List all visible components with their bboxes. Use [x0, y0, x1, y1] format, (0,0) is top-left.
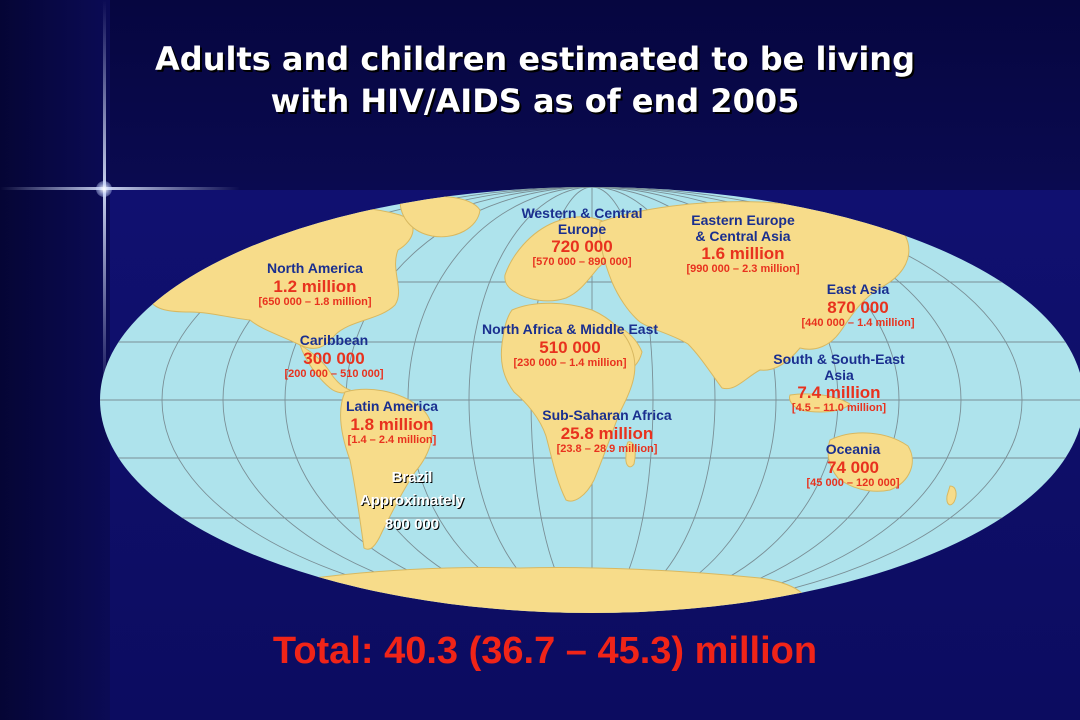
light-flare-horizontal — [0, 187, 240, 190]
region-name-line-2: & Central Asia — [695, 227, 791, 244]
label-north-africa-middle-east: North Africa & Middle East 510 000 [230 … — [450, 321, 690, 369]
central-america-landmass — [299, 343, 351, 394]
region-name: East Asia — [826, 281, 890, 297]
region-range: [230 000 – 1.4 million] — [513, 356, 627, 369]
region-name: Oceania — [825, 441, 881, 457]
label-eastern-europe-central-asia: Eastern Europe & Central Asia 1.6 millio… — [653, 212, 833, 276]
region-value: 7.4 million — [797, 383, 881, 403]
region-value: 74 000 — [827, 457, 879, 477]
region-range: [650 000 – 1.8 million] — [258, 295, 372, 308]
antarctica-landmass — [295, 566, 809, 613]
region-name-line-1: Western & Central — [521, 205, 643, 221]
region-value: 1.8 million — [350, 414, 434, 434]
label-caribbean: Caribbean 300 000 [200 000 – 510 000] — [244, 332, 424, 380]
region-value: 870 000 — [827, 297, 889, 317]
light-flare-vertical — [103, 0, 106, 400]
total-estimate: Total: 40.3 (36.7 – 45.3) million — [272, 630, 818, 672]
label-western-central-europe: Western & Central Europe 720 000 [570 00… — [492, 205, 672, 269]
region-range: [4.5 – 11.0 million] — [791, 402, 887, 415]
region-range: [440 000 – 1.4 million] — [801, 316, 915, 329]
region-range: [570 000 – 890 000] — [532, 256, 632, 269]
brazil-name: Brazil — [391, 469, 433, 486]
slide-title: Adults and children estimated to be livi… — [100, 38, 970, 122]
title-line-2: with HIV/AIDS as of end 2005 — [270, 82, 800, 120]
label-brazil: Brazil Approximately 800 000 — [322, 466, 502, 536]
region-range: [1.4 – 2.4 million] — [347, 433, 437, 446]
label-south-southeast-asia: South & South-East Asia 7.4 million [4.5… — [729, 351, 949, 415]
region-range: [200 000 – 510 000] — [284, 367, 384, 380]
label-sub-saharan-africa: Sub-Saharan Africa 25.8 million [23.8 – … — [517, 407, 697, 455]
region-range: [23.8 – 28.9 million] — [556, 442, 658, 455]
region-name-line-2: Europe — [557, 220, 607, 237]
region-range: [45 000 – 120 000] — [806, 476, 900, 489]
region-name-line-1: Eastern Europe — [691, 212, 795, 228]
africa-landmass — [500, 302, 636, 502]
region-value: 300 000 — [303, 348, 365, 368]
region-value: 720 000 — [551, 237, 613, 257]
region-value: 1.2 million — [273, 276, 357, 296]
new-zealand-landmass — [946, 485, 957, 506]
region-name: North Africa & Middle East — [481, 321, 659, 337]
background-left-strip — [0, 0, 110, 720]
title-line-1: Adults and children estimated to be livi… — [155, 40, 915, 78]
region-name-line-2: Asia — [824, 366, 854, 383]
region-name: Latin America — [345, 398, 439, 414]
light-flare-center — [96, 181, 112, 197]
madagascar-landmass — [625, 441, 636, 468]
region-value: 510 000 — [539, 337, 601, 357]
label-oceania: Oceania 74 000 [45 000 – 120 000] — [763, 441, 943, 489]
region-name-line-1: South & South-East — [773, 351, 905, 367]
brazil-approx: Approximately — [359, 492, 465, 510]
europe-landmass — [504, 216, 615, 302]
region-range: [990 000 – 2.3 million] — [686, 263, 800, 276]
label-east-asia: East Asia 870 000 [440 000 – 1.4 million… — [768, 281, 948, 329]
region-name: Caribbean — [299, 332, 369, 348]
brazil-value: 800 000 — [384, 515, 440, 533]
region-name: Sub-Saharan Africa — [542, 407, 672, 423]
region-value: 25.8 million — [560, 423, 654, 443]
label-latin-america: Latin America 1.8 million [1.4 – 2.4 mil… — [302, 398, 482, 446]
south-america-landmass — [340, 388, 433, 550]
region-name: North America — [267, 260, 363, 276]
background-top — [0, 0, 1080, 190]
label-north-america: North America 1.2 million [650 000 – 1.8… — [225, 260, 405, 308]
australia-landmass — [827, 432, 913, 492]
region-value: 1.6 million — [701, 244, 785, 264]
southeast-asia-islands — [789, 393, 851, 413]
